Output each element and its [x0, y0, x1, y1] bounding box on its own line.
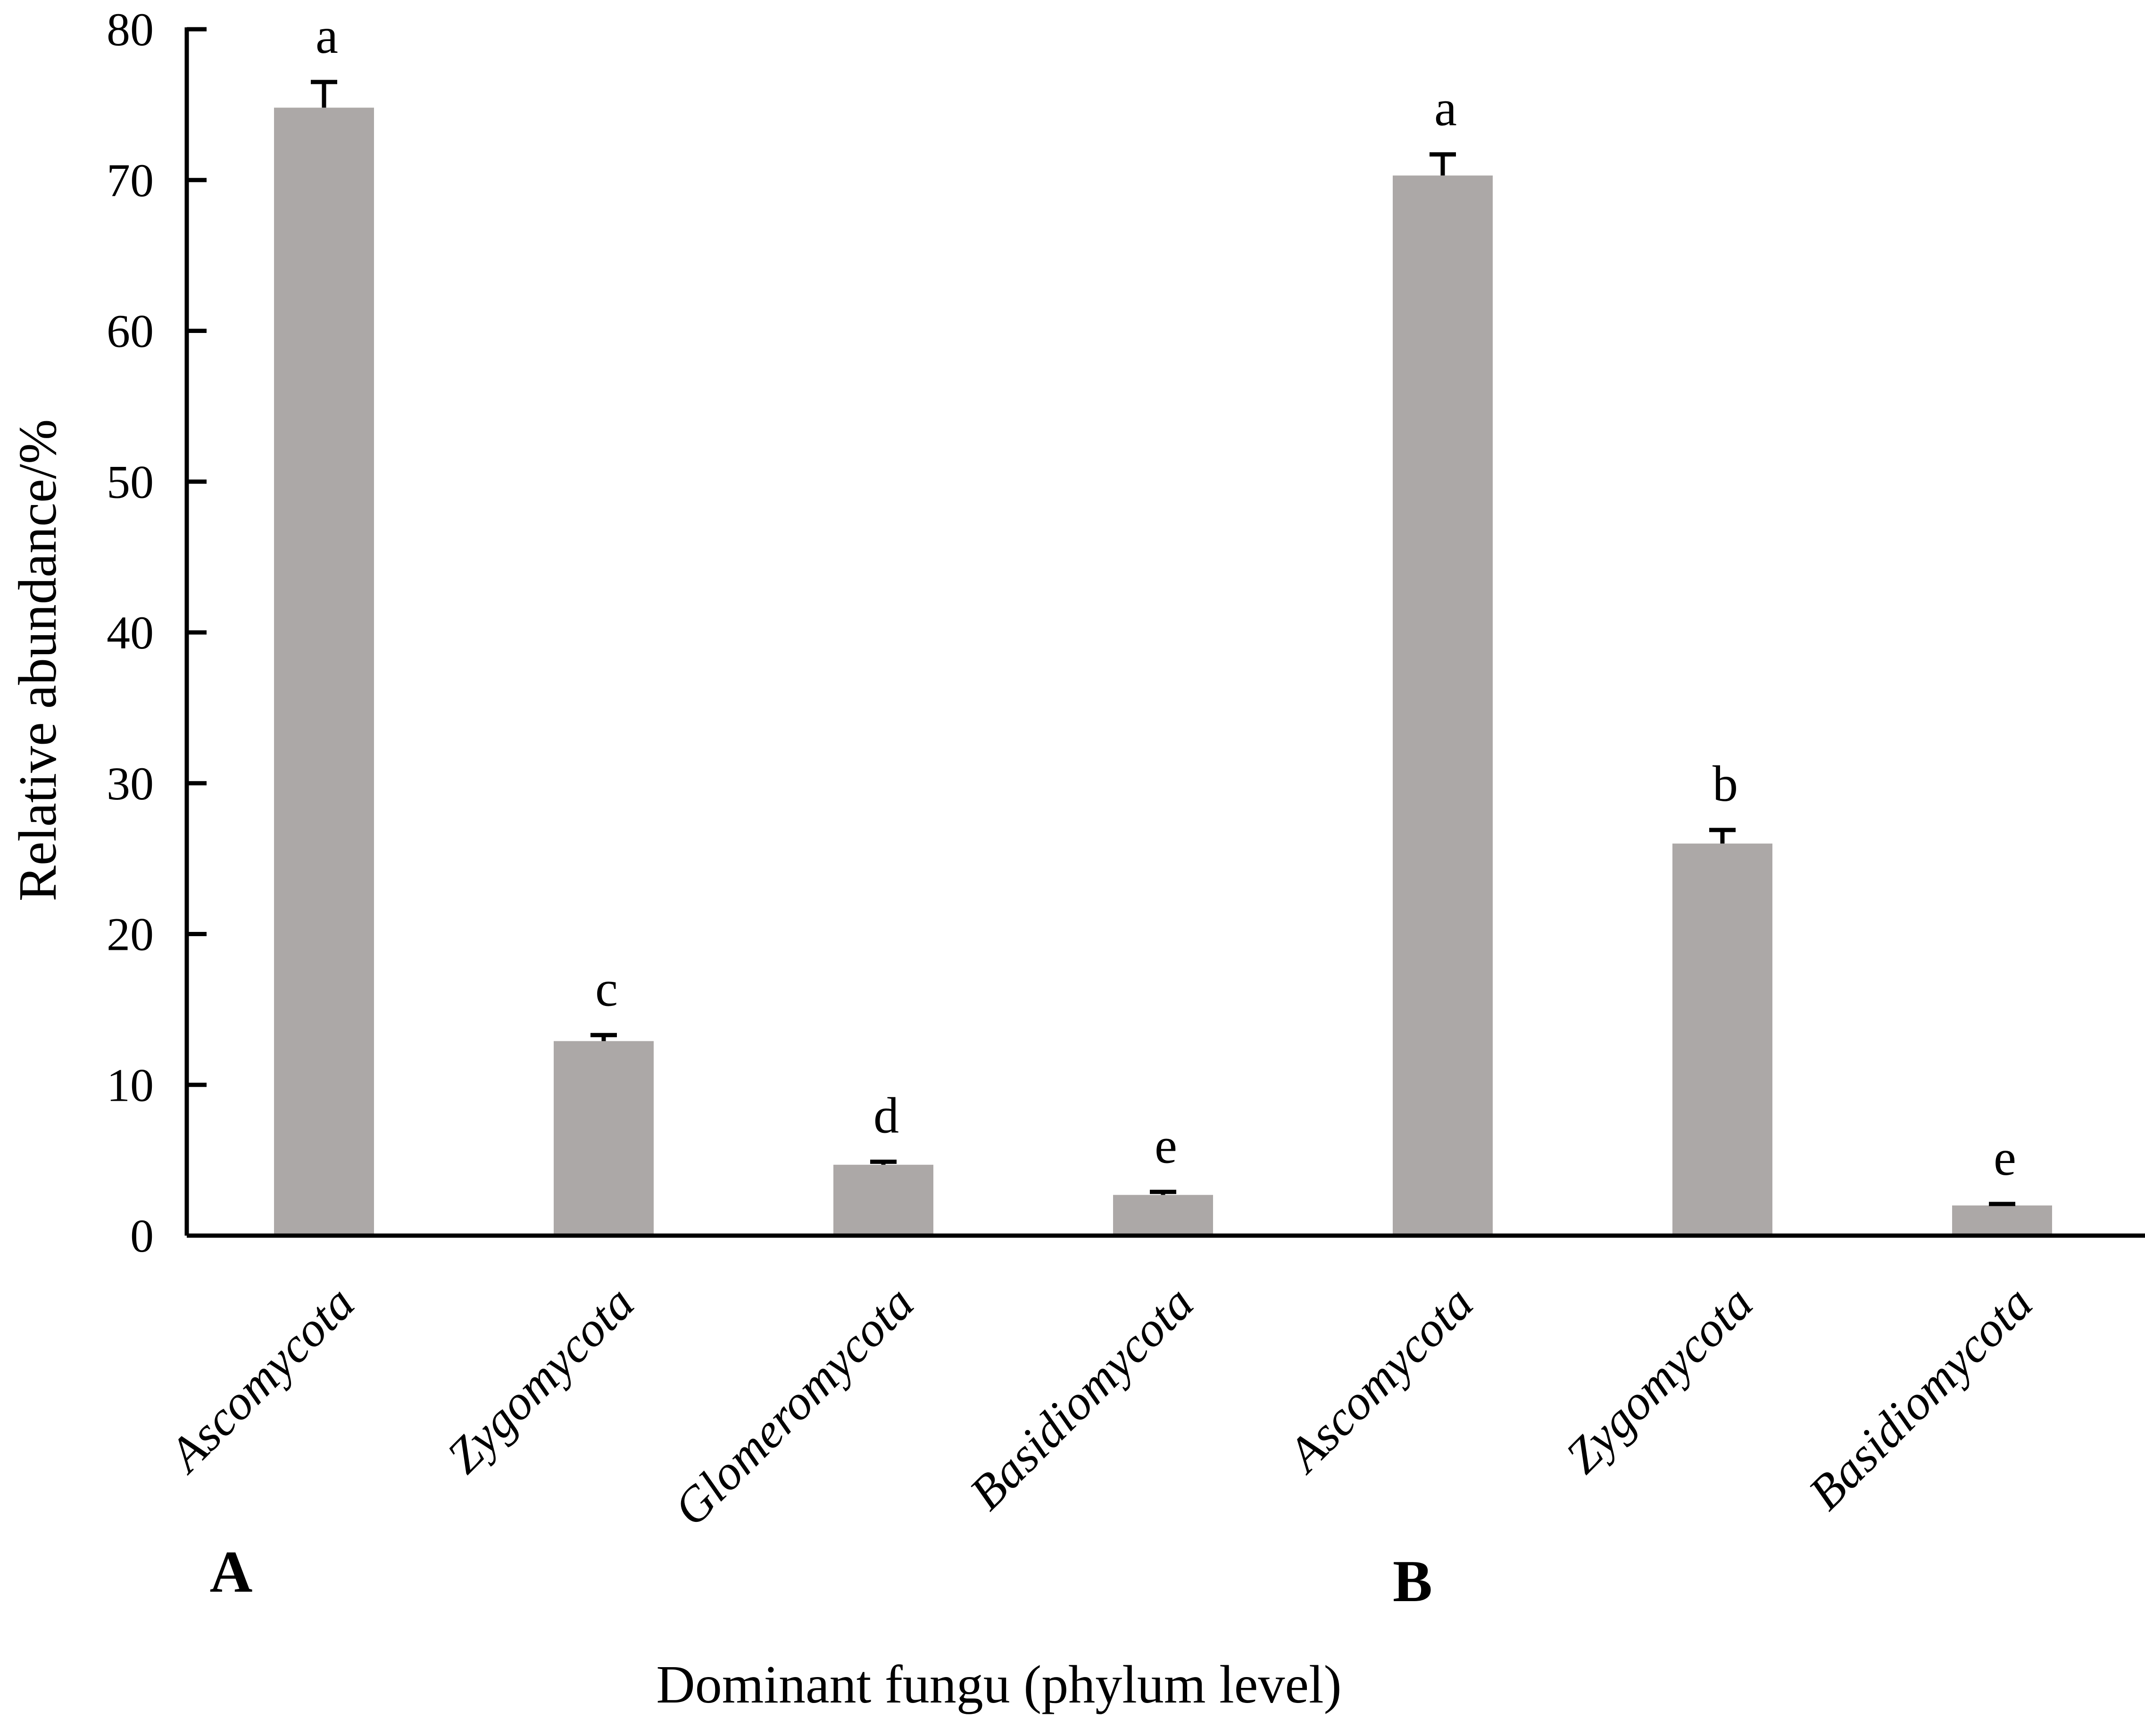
- y-tick-label: 40: [107, 606, 154, 659]
- x-category-label: Zygomycota: [1555, 1276, 1763, 1484]
- x-category-label: Glomeromycota: [664, 1276, 924, 1536]
- y-tick-label: 60: [107, 305, 154, 357]
- y-axis-title: Relative abundance/%: [8, 419, 67, 901]
- bar: [274, 108, 374, 1236]
- y-tick-label: 50: [107, 456, 154, 508]
- y-tick-label: 10: [107, 1059, 154, 1111]
- bar: [1672, 843, 1772, 1236]
- significance-label: a: [316, 8, 338, 64]
- bars-layer: [274, 108, 2052, 1236]
- error-bar: [590, 1033, 617, 1041]
- group-label: B: [1393, 1549, 1432, 1614]
- y-ticks-layer: 0 10 20 30 40 50 60 70 80: [107, 3, 207, 1262]
- error-bar: [311, 80, 337, 108]
- bar: [1113, 1195, 1213, 1236]
- x-axis-title: Dominant fungu (phylum level): [656, 1654, 1341, 1714]
- bar: [554, 1041, 654, 1236]
- significance-label: a: [1434, 80, 1457, 136]
- significance-label: e: [1994, 1130, 2016, 1186]
- x-category-label: Ascomycota: [1275, 1276, 1483, 1484]
- error-bar: [1989, 1202, 2015, 1206]
- y-tick-label: 30: [107, 757, 154, 810]
- bar: [833, 1164, 933, 1236]
- axes-layer: [184, 27, 2145, 1238]
- error-bar: [1150, 1189, 1176, 1195]
- error-bar: [1430, 152, 1456, 176]
- x-category-label: Zygomycota: [437, 1276, 645, 1484]
- significance-label: d: [873, 1088, 899, 1144]
- group-label: A: [210, 1539, 253, 1605]
- y-tick-label: 20: [107, 908, 154, 961]
- significance-label: e: [1155, 1118, 1177, 1174]
- error-bars-layer: [311, 80, 2015, 1206]
- y-tick-label: 80: [107, 3, 154, 56]
- x-category-label: Basidiomycota: [959, 1276, 1204, 1520]
- bar: [1952, 1205, 2052, 1236]
- significance-label: b: [1713, 756, 1738, 812]
- x-category-label: Ascomycota: [157, 1276, 365, 1484]
- y-tick-label: 70: [107, 154, 154, 207]
- error-bar: [1709, 828, 1736, 844]
- significance-labels-layer: a c d e a b e: [316, 8, 2016, 1186]
- error-bar: [870, 1159, 897, 1165]
- category-labels-layer: Ascomycota Zygomycota Glomeromycota Basidio…: [157, 1276, 2043, 1536]
- x-category-label: Basidiomycota: [1798, 1276, 2043, 1520]
- y-tick-label: 0: [130, 1210, 154, 1262]
- bar: [1393, 175, 1493, 1236]
- significance-label: c: [595, 961, 618, 1017]
